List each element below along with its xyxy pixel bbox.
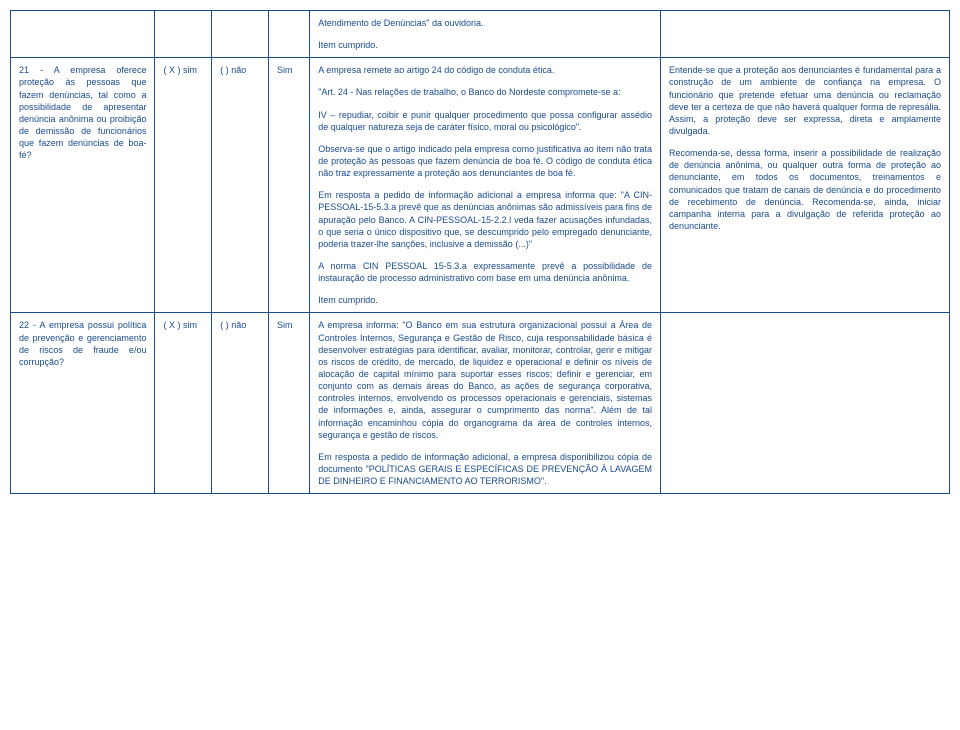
paragraph: Em resposta a pedido de informação adici… — [318, 451, 652, 487]
paragraph: Item cumprido. — [318, 294, 652, 306]
cell-status: Sim — [268, 313, 309, 494]
paragraph: Observa-se que o artigo indicado pela em… — [318, 143, 652, 179]
cell-nao: ( ) não — [212, 313, 269, 494]
paragraph: "Art. 24 - Nas relações de trabalho, o B… — [318, 86, 652, 98]
cell-question — [11, 11, 155, 58]
cell-status: Sim — [268, 58, 309, 313]
cell-recommendation — [661, 313, 950, 494]
document-table: Atendimento de Denúncias" da ouvidoria. … — [10, 10, 950, 494]
cell-sim: ( X ) sim — [155, 58, 212, 313]
cell-status — [268, 11, 309, 58]
table-row: 22 - A empresa possui política de preven… — [11, 313, 950, 494]
cell-recommendation: Entende-se que a proteção aos denunciant… — [661, 58, 950, 313]
paragraph: A empresa informa: "O Banco em sua estru… — [318, 319, 652, 440]
cell-response: A empresa informa: "O Banco em sua estru… — [310, 313, 661, 494]
table-row: 21 - A empresa oferece proteção às pesso… — [11, 58, 950, 313]
cell-recommendation — [661, 11, 950, 58]
cell-nao — [212, 11, 269, 58]
cell-response: Atendimento de Denúncias" da ouvidoria. … — [310, 11, 661, 58]
paragraph: Entende-se que a proteção aos denunciant… — [669, 64, 941, 137]
table-row: Atendimento de Denúncias" da ouvidoria. … — [11, 11, 950, 58]
cell-question: 21 - A empresa oferece proteção às pesso… — [11, 58, 155, 313]
cell-nao: ( ) não — [212, 58, 269, 313]
paragraph: Item cumprido. — [318, 39, 652, 51]
paragraph: Recomenda-se, dessa forma, inserir a pos… — [669, 147, 941, 232]
paragraph: IV – repudiar, coibir e punir qualquer p… — [318, 109, 652, 133]
paragraph: A empresa remete ao artigo 24 do código … — [318, 64, 652, 76]
cell-sim — [155, 11, 212, 58]
cell-sim: ( X ) sim — [155, 313, 212, 494]
cell-response: A empresa remete ao artigo 24 do código … — [310, 58, 661, 313]
paragraph: Atendimento de Denúncias" da ouvidoria. — [318, 17, 652, 29]
cell-question: 22 - A empresa possui política de preven… — [11, 313, 155, 494]
paragraph: Em resposta a pedido de informação adici… — [318, 189, 652, 250]
paragraph: A norma CIN PESSOAL 15-5.3.a expressamen… — [318, 260, 652, 284]
